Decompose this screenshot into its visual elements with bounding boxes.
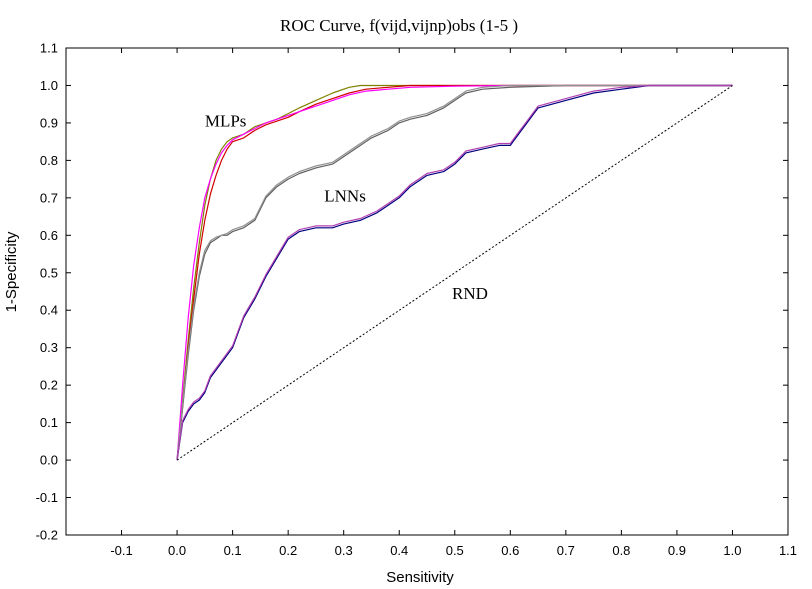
annotation-layer: MLPs LNNs RND [205, 112, 488, 303]
y-tick-label: 0.2 [40, 378, 58, 393]
axis-ticks: -0.1 0.0 0.1 0.2 0.3 0.4 0.5 0.6 0.7 0.8 0.9 1.0 1.1… [36, 41, 797, 559]
y-tick-label: -0.2 [36, 528, 58, 543]
series-line-rnd [176, 85, 733, 461]
y-axis-title: 1-Specificity [3, 231, 20, 312]
y-tick-label: 0.8 [40, 153, 58, 168]
x-tick-label: 0.2 [279, 543, 297, 558]
x-tick-label: 0.9 [668, 543, 686, 558]
chart-title: ROC Curve, f(vijd,vijnp)obs (1-5 ) [280, 16, 518, 35]
y-tick-label: 0.3 [40, 340, 58, 355]
x-tick-label: 0.4 [390, 543, 408, 558]
series-layer [176, 84, 733, 461]
x-tick-label: 1.0 [723, 543, 741, 558]
series-line-lnn-1 [176, 84, 733, 461]
x-tick-label: 0.7 [557, 543, 575, 558]
y-tick-label: 0.5 [40, 265, 58, 280]
y-tick-label: 0.7 [40, 190, 58, 205]
series-line-logistic-1 [176, 84, 733, 461]
x-tick-label: 0.1 [224, 543, 242, 558]
y-tick-label: 1.0 [40, 78, 58, 93]
y-tick-label: 0.6 [40, 228, 58, 243]
x-tick-label: 0.3 [335, 543, 353, 558]
y-tick-label: 0.1 [40, 415, 58, 430]
x-tick-label: 0.6 [501, 543, 519, 558]
x-tick-label: 1.1 [779, 543, 797, 558]
x-tick-label: 0.8 [612, 543, 630, 558]
series-line-mlp-3 [176, 84, 733, 461]
annotation-lnns: LNNs [324, 187, 366, 206]
series-line-lnn-2 [176, 84, 733, 461]
x-axis-title: Sensitivity [386, 569, 454, 586]
plot-frame [65, 47, 789, 536]
annotation-mlps: MLPs [205, 112, 247, 131]
x-tick-label: -0.1 [110, 543, 132, 558]
y-tick-label: 1.1 [40, 41, 58, 56]
series-line-logistic-2 [176, 84, 733, 461]
y-tick-label: 0.0 [40, 453, 58, 468]
annotation-rnd: RND [452, 284, 488, 303]
y-tick-label: 0.4 [40, 303, 58, 318]
y-tick-label: 0.9 [40, 115, 58, 130]
x-tick-label: 0.5 [446, 543, 464, 558]
x-tick-label: 0.0 [168, 543, 186, 558]
y-tick-label: -0.1 [36, 490, 58, 505]
